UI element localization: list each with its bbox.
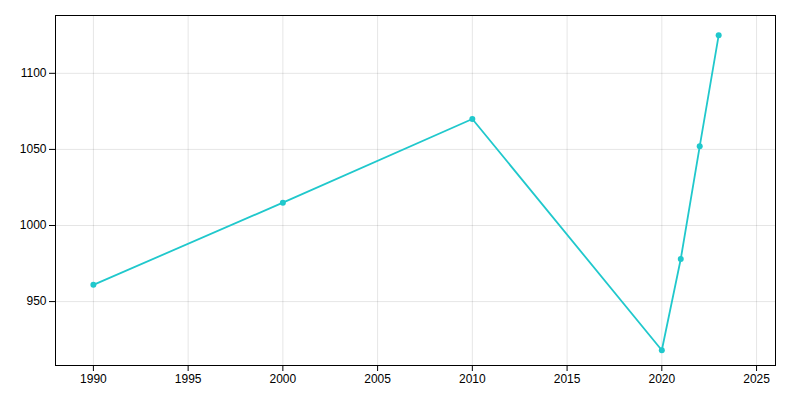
svg-text:2000: 2000 [270,372,297,386]
svg-text:950: 950 [26,294,46,308]
svg-text:2020: 2020 [648,372,675,386]
svg-text:1990: 1990 [80,372,107,386]
svg-text:1000: 1000 [20,218,47,232]
svg-text:1995: 1995 [175,372,202,386]
svg-text:2010: 2010 [459,372,486,386]
svg-text:2015: 2015 [554,372,581,386]
svg-text:2025: 2025 [743,372,770,386]
svg-text:1100: 1100 [21,66,47,80]
svg-text:1050: 1050 [20,142,47,156]
svg-text:2005: 2005 [364,372,391,386]
